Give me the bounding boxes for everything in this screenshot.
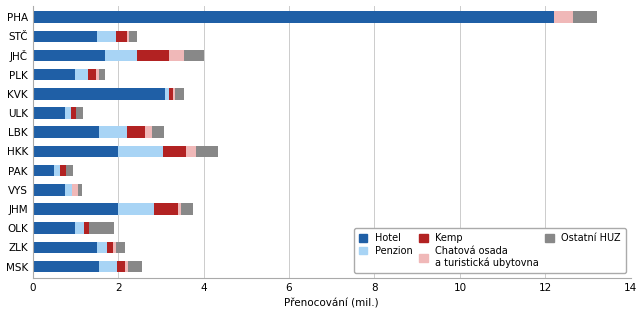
Bar bbox=[71, 107, 77, 119]
Bar bbox=[107, 241, 113, 253]
Bar bbox=[165, 88, 169, 100]
Bar bbox=[573, 11, 597, 23]
Bar bbox=[174, 88, 184, 100]
Bar bbox=[152, 127, 164, 138]
Bar bbox=[554, 11, 573, 23]
Bar bbox=[169, 88, 173, 100]
Bar bbox=[99, 69, 105, 80]
Bar bbox=[185, 50, 204, 61]
Bar bbox=[60, 165, 66, 176]
Bar bbox=[125, 261, 128, 272]
Bar bbox=[127, 127, 145, 138]
Bar bbox=[65, 107, 71, 119]
Bar bbox=[173, 88, 174, 100]
Bar bbox=[116, 30, 127, 42]
Bar bbox=[77, 107, 83, 119]
Bar bbox=[33, 30, 96, 42]
Bar bbox=[75, 222, 84, 234]
Bar bbox=[78, 184, 82, 196]
Bar bbox=[96, 69, 99, 80]
Bar bbox=[33, 165, 54, 176]
Bar bbox=[33, 184, 65, 196]
Bar bbox=[33, 127, 99, 138]
Bar bbox=[113, 241, 116, 253]
Bar bbox=[33, 88, 165, 100]
Bar bbox=[116, 241, 125, 253]
Bar bbox=[96, 241, 107, 253]
Bar bbox=[33, 69, 75, 80]
Bar bbox=[117, 261, 125, 272]
Bar bbox=[196, 146, 218, 157]
Bar bbox=[129, 30, 138, 42]
Bar bbox=[118, 203, 154, 215]
Bar bbox=[127, 30, 129, 42]
Bar bbox=[54, 165, 60, 176]
Bar bbox=[96, 30, 116, 42]
Bar bbox=[89, 222, 114, 234]
Bar bbox=[73, 184, 78, 196]
Bar bbox=[178, 203, 181, 215]
Bar bbox=[65, 184, 73, 196]
Bar bbox=[33, 203, 118, 215]
Bar bbox=[66, 165, 73, 176]
Bar bbox=[75, 69, 88, 80]
Bar bbox=[33, 107, 65, 119]
Bar bbox=[128, 261, 141, 272]
Bar bbox=[99, 261, 117, 272]
X-axis label: Přenocování (mil.): Přenocování (mil.) bbox=[284, 298, 379, 308]
Bar bbox=[181, 203, 194, 215]
Bar bbox=[84, 222, 89, 234]
Bar bbox=[163, 146, 186, 157]
Bar bbox=[33, 146, 118, 157]
Bar bbox=[105, 50, 138, 61]
Bar bbox=[88, 69, 96, 80]
Bar bbox=[33, 11, 554, 23]
Bar bbox=[145, 127, 152, 138]
Bar bbox=[33, 222, 75, 234]
Bar bbox=[33, 50, 105, 61]
Bar bbox=[186, 146, 196, 157]
Bar bbox=[154, 203, 178, 215]
Legend: Hotel, Penzion, Kemp, Chatová osada
a turistická ubytovna, Ostatní HUZ: Hotel, Penzion, Kemp, Chatová osada a tu… bbox=[354, 228, 626, 273]
Bar bbox=[99, 127, 127, 138]
Bar bbox=[118, 146, 163, 157]
Bar bbox=[138, 50, 169, 61]
Bar bbox=[169, 50, 185, 61]
Bar bbox=[33, 241, 96, 253]
Bar bbox=[33, 261, 99, 272]
